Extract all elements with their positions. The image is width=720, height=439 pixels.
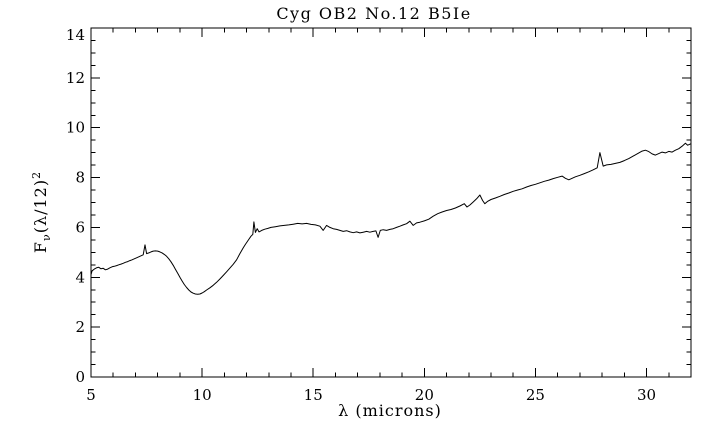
chart-title: Cyg OB2 No.12 B5Ie (276, 4, 471, 23)
y-axis-label-body: (λ/12) (31, 179, 50, 233)
y-tick-label: 8 (75, 169, 85, 187)
x-axis-label: λ (microns) (338, 401, 442, 420)
x-tick-label: 30 (637, 386, 656, 404)
x-tick-label: 15 (304, 386, 323, 404)
y-axis-label: Fν(λ/12)2 (30, 171, 53, 253)
spectrum-line (90, 142, 692, 295)
y-tick-label: 2 (75, 318, 85, 336)
y-axis-label-subscript: ν (40, 233, 53, 241)
y-tick-label: 0 (75, 368, 85, 386)
x-tick-label: 25 (526, 386, 545, 404)
y-tick-label: 4 (75, 268, 85, 286)
y-tick-label: 10 (66, 119, 85, 137)
x-tick-label: 10 (193, 386, 212, 404)
plot-frame (90, 27, 692, 378)
axis-ticks (90, 27, 692, 378)
y-axis-label-symbol: F (31, 241, 50, 253)
axis-tick-labels: 5 10 15 20 25 30 0 2 4 6 8 10 12 14 (66, 26, 656, 404)
y-tick-label: 6 (75, 218, 85, 236)
x-tick-label: 5 (86, 386, 96, 404)
data-series (90, 142, 692, 295)
y-axis-label-superscript: 2 (30, 171, 43, 179)
y-tick-label: 14 (66, 26, 85, 44)
x-tick-label: 20 (415, 386, 434, 404)
y-tick-label: 12 (66, 69, 85, 87)
